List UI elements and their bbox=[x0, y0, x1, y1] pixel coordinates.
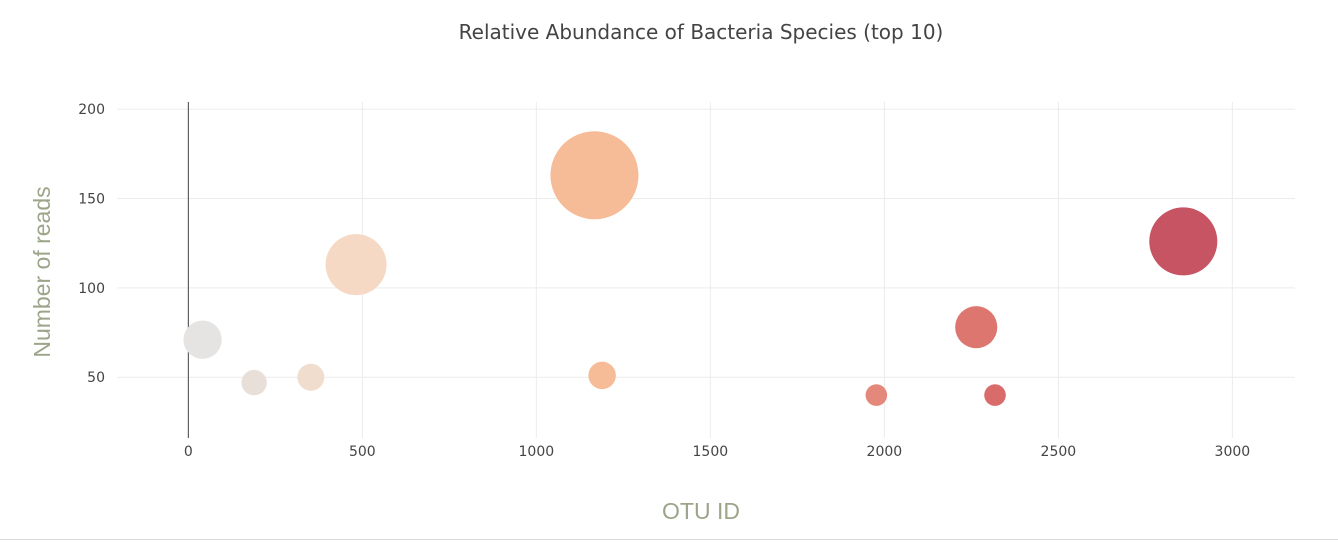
x-axis-label: OTU ID bbox=[662, 498, 740, 524]
y-axis-label: Number of reads bbox=[29, 186, 55, 357]
x-tick-label: 2000 bbox=[867, 444, 903, 460]
x-tick-label: 1500 bbox=[693, 444, 729, 460]
bubble-point[interactable] bbox=[325, 234, 387, 296]
bottom-divider bbox=[0, 539, 1338, 540]
y-tick-label: 100 bbox=[78, 281, 105, 297]
bubble-series bbox=[183, 131, 1218, 406]
y-tick-label: 150 bbox=[78, 192, 105, 208]
y-tick-labels: 50 100 150 200 bbox=[78, 102, 105, 386]
bubble-point[interactable] bbox=[984, 384, 1006, 406]
bubble-point[interactable] bbox=[1149, 207, 1218, 276]
bubble-point[interactable] bbox=[955, 306, 998, 349]
bubble-point[interactable] bbox=[297, 363, 325, 391]
bubble-point[interactable] bbox=[588, 361, 616, 390]
bubble-point[interactable] bbox=[241, 369, 267, 396]
bubble-point[interactable] bbox=[865, 384, 888, 406]
bubble-point[interactable] bbox=[183, 320, 222, 359]
x-tick-labels: 0 500 1000 1500 2000 2500 3000 bbox=[184, 444, 1250, 460]
x-tick-label: 2500 bbox=[1041, 444, 1077, 460]
x-tick-label: 1000 bbox=[519, 444, 555, 460]
grid-lines bbox=[117, 102, 1295, 438]
x-tick-label: 0 bbox=[184, 444, 193, 460]
x-tick-label: 500 bbox=[349, 444, 376, 460]
x-tick-label: 3000 bbox=[1215, 444, 1251, 460]
bubble-point[interactable] bbox=[550, 131, 639, 220]
y-tick-label: 200 bbox=[78, 102, 105, 118]
y-tick-label: 50 bbox=[87, 370, 105, 386]
chart-title: Relative Abundance of Bacteria Species (… bbox=[459, 20, 944, 44]
